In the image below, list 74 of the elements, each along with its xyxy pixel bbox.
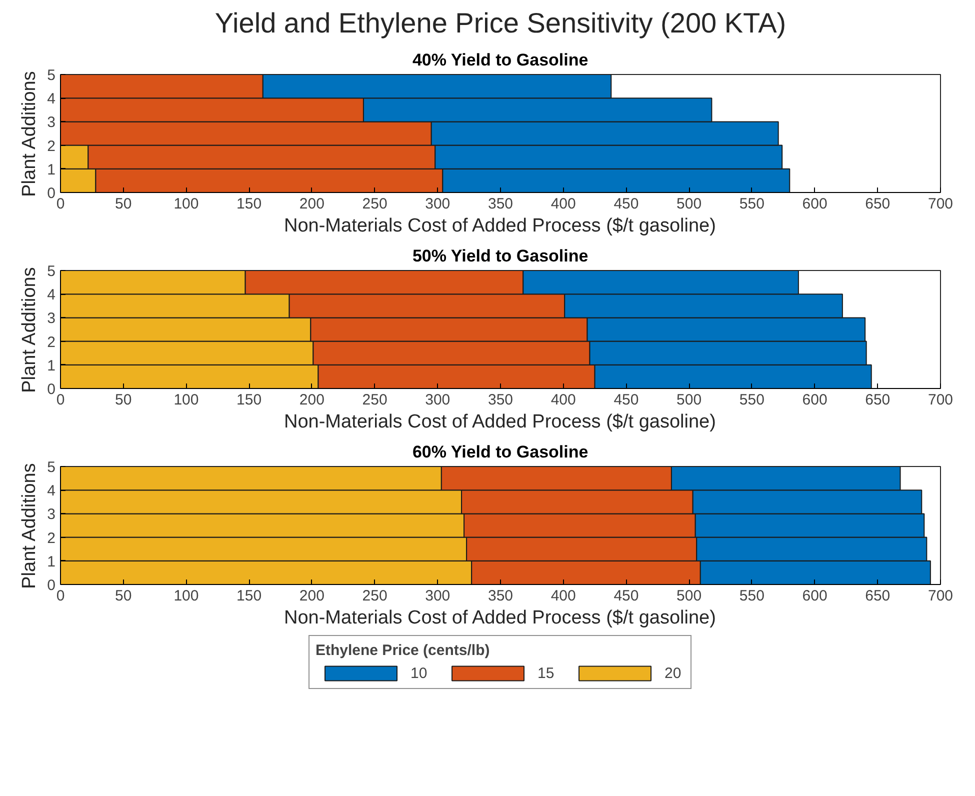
x-tick-label: 400: [550, 196, 576, 212]
x-tick-label: 250: [362, 196, 388, 212]
x-tick-label: 700: [928, 196, 954, 212]
x-tick-label: 700: [928, 588, 954, 604]
x-tick-label: 600: [802, 588, 828, 604]
y-tick-label: 2: [47, 530, 56, 547]
y-tick-label: 4: [47, 286, 56, 304]
legend-title: Ethylene Price (cents/lb): [316, 642, 491, 659]
chart-title: Yield and Ethylene Price Sensitivity (200 KTA): [214, 8, 786, 38]
x-tick-label: 550: [739, 588, 764, 604]
y-axis-title: Plant Additions: [19, 71, 40, 197]
x-tick-label: 350: [488, 588, 514, 604]
x-tick-label: 650: [865, 392, 890, 408]
x-tick-label: 650: [865, 588, 890, 604]
x-tick-label: 100: [174, 196, 199, 212]
x-tick-label: 300: [425, 392, 450, 408]
x-tick-label: 450: [614, 392, 639, 408]
x-tick-label: 300: [425, 196, 450, 212]
x-tick-label: 150: [236, 392, 262, 408]
legend-label: 10: [410, 664, 428, 682]
x-tick-label: 250: [362, 588, 388, 604]
y-tick-label: 5: [47, 263, 56, 280]
y-tick-label: 2: [47, 334, 56, 351]
y-tick-label: 1: [47, 357, 56, 374]
x-tick-label: 300: [425, 588, 450, 604]
x-tick-label: 100: [174, 392, 199, 408]
x-tick-label: 400: [550, 392, 576, 408]
x-tick-label: 500: [676, 196, 702, 212]
x-tick-label: 350: [488, 392, 514, 408]
legend-label: 20: [664, 664, 682, 682]
x-tick-label: 600: [802, 392, 828, 408]
y-tick-label: 1: [47, 553, 56, 570]
y-tick-label: 4: [47, 482, 56, 500]
chart-title: 60% Yield to Gasoline: [412, 442, 588, 462]
y-tick-label: 4: [47, 90, 56, 108]
x-tick-label: 500: [676, 588, 702, 604]
x-tick-label: 50: [115, 588, 132, 604]
x-tick-label: 50: [115, 392, 132, 408]
x-tick-label: 550: [739, 392, 764, 408]
x-tick-label: 450: [614, 588, 639, 604]
x-tick-label: 50: [115, 196, 132, 212]
y-tick-label: 3: [47, 310, 56, 328]
y-tick-label: 0: [47, 577, 56, 594]
x-tick-label: 500: [676, 392, 702, 408]
x-tick-label: 200: [299, 392, 324, 408]
x-tick-label: 200: [299, 196, 324, 212]
x-tick-label: 100: [174, 588, 199, 604]
x-tick-label: 250: [362, 392, 388, 408]
chart-subtitle: 40% Yield to Gasoline: [412, 50, 588, 70]
y-tick-label: 0: [47, 381, 56, 398]
x-axis-title: Non-Materials Cost of Added Process ($/t gasoline): [284, 608, 716, 628]
x-axis-title: Non-Materials Cost of Added Process ($/t gasoline): [284, 412, 716, 432]
x-tick-label: 650: [865, 196, 890, 212]
y-tick-label: 2: [47, 138, 56, 155]
y-tick-label: 3: [47, 114, 56, 132]
x-tick-label: 350: [488, 196, 514, 212]
x-tick-label: 150: [236, 588, 262, 604]
y-tick-label: 1: [47, 161, 56, 178]
y-axis-title: Plant Additions: [19, 463, 40, 589]
legend-label: 15: [538, 664, 556, 682]
x-tick-label: 400: [550, 588, 576, 604]
x-tick-label: 450: [614, 196, 639, 212]
y-tick-label: 0: [47, 185, 56, 202]
x-tick-label: 550: [739, 196, 764, 212]
y-tick-label: 5: [47, 67, 56, 84]
y-axis-title: Plant Additions: [19, 267, 40, 393]
x-tick-label: 700: [928, 392, 954, 408]
y-tick-label: 3: [47, 506, 56, 524]
x-axis-title: Non-Materials Cost of Added Process ($/t gasoline): [284, 216, 716, 236]
x-tick-label: 200: [299, 588, 324, 604]
y-tick-label: 5: [47, 459, 56, 476]
x-tick-label: 150: [236, 196, 262, 212]
chart-title: 50% Yield to Gasoline: [412, 246, 588, 266]
x-tick-label: 600: [802, 196, 828, 212]
